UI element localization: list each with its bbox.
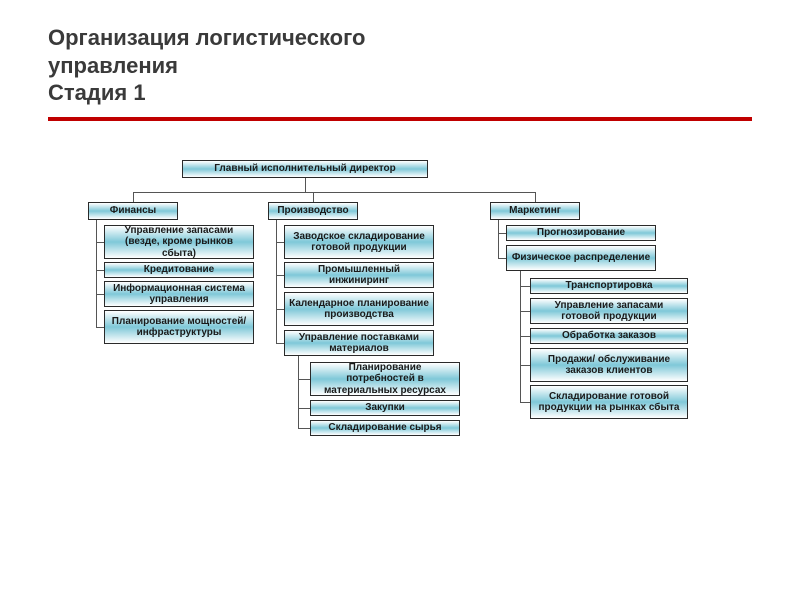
connector bbox=[133, 192, 535, 193]
connector bbox=[520, 402, 530, 403]
org-branch-2-child-1-sub-2: Обработка заказов bbox=[530, 328, 688, 344]
connector bbox=[96, 220, 97, 327]
org-branch-2-child-1-sub-3: Продажи/ обслуживание заказов клиентов bbox=[530, 348, 688, 382]
connector bbox=[96, 294, 104, 295]
org-branch-1: Производство bbox=[268, 202, 358, 220]
connector bbox=[276, 343, 284, 344]
connector bbox=[498, 220, 499, 258]
connector bbox=[96, 242, 104, 243]
connector bbox=[298, 379, 310, 380]
org-branch-2: Маркетинг bbox=[490, 202, 580, 220]
org-branch-0-child-0: Управление запасами (везде, кроме рынков… bbox=[104, 225, 254, 259]
connector bbox=[96, 327, 104, 328]
org-branch-2-child-1-sub-1: Управление запасами готовой продукции bbox=[530, 298, 688, 324]
org-branch-2-child-1: Физическое распределение bbox=[506, 245, 656, 271]
org-branch-1-child-3-sub-1: Закупки bbox=[310, 400, 460, 416]
connector bbox=[535, 192, 536, 202]
org-branch-1-child-3-sub-0: Планирование потребностей в материальных… bbox=[310, 362, 460, 396]
connector bbox=[298, 408, 310, 409]
org-branch-1-child-0: Заводское складирование готовой продукци… bbox=[284, 225, 434, 259]
connector bbox=[498, 258, 506, 259]
connector bbox=[133, 192, 134, 202]
org-root: Главный исполнительный директор bbox=[182, 160, 428, 178]
connector bbox=[520, 311, 530, 312]
connector bbox=[96, 270, 104, 271]
org-chart: Главный исполнительный директор Финансы Уп… bbox=[0, 0, 800, 600]
connector bbox=[276, 220, 277, 343]
org-branch-2-child-1-sub-4: Складирование готовой продукции на рынка… bbox=[530, 385, 688, 419]
org-branch-1-child-2: Календарное планирование производства bbox=[284, 292, 434, 326]
connector bbox=[313, 192, 314, 202]
connector bbox=[520, 286, 530, 287]
connector bbox=[520, 336, 530, 337]
org-branch-0: Финансы bbox=[88, 202, 178, 220]
connector bbox=[276, 309, 284, 310]
org-branch-2-child-0: Прогнозирование bbox=[506, 225, 656, 241]
org-branch-0-child-3: Планирование мощностей/ инфраструктуры bbox=[104, 310, 254, 344]
connector bbox=[520, 365, 530, 366]
connector bbox=[276, 242, 284, 243]
connector bbox=[298, 428, 310, 429]
org-branch-2-child-1-sub-0: Транспортировка bbox=[530, 278, 688, 294]
org-branch-0-child-2: Информационная система управления bbox=[104, 281, 254, 307]
org-branch-1-child-3-sub-2: Складирование сырья bbox=[310, 420, 460, 436]
org-branch-1-child-1: Промышленный инжиниринг bbox=[284, 262, 434, 288]
connector bbox=[305, 178, 306, 192]
org-branch-1-child-3: Управление поставками материалов bbox=[284, 330, 434, 356]
org-branch-0-child-1: Кредитование bbox=[104, 262, 254, 278]
connector bbox=[276, 275, 284, 276]
connector bbox=[498, 233, 506, 234]
connector bbox=[298, 356, 299, 428]
